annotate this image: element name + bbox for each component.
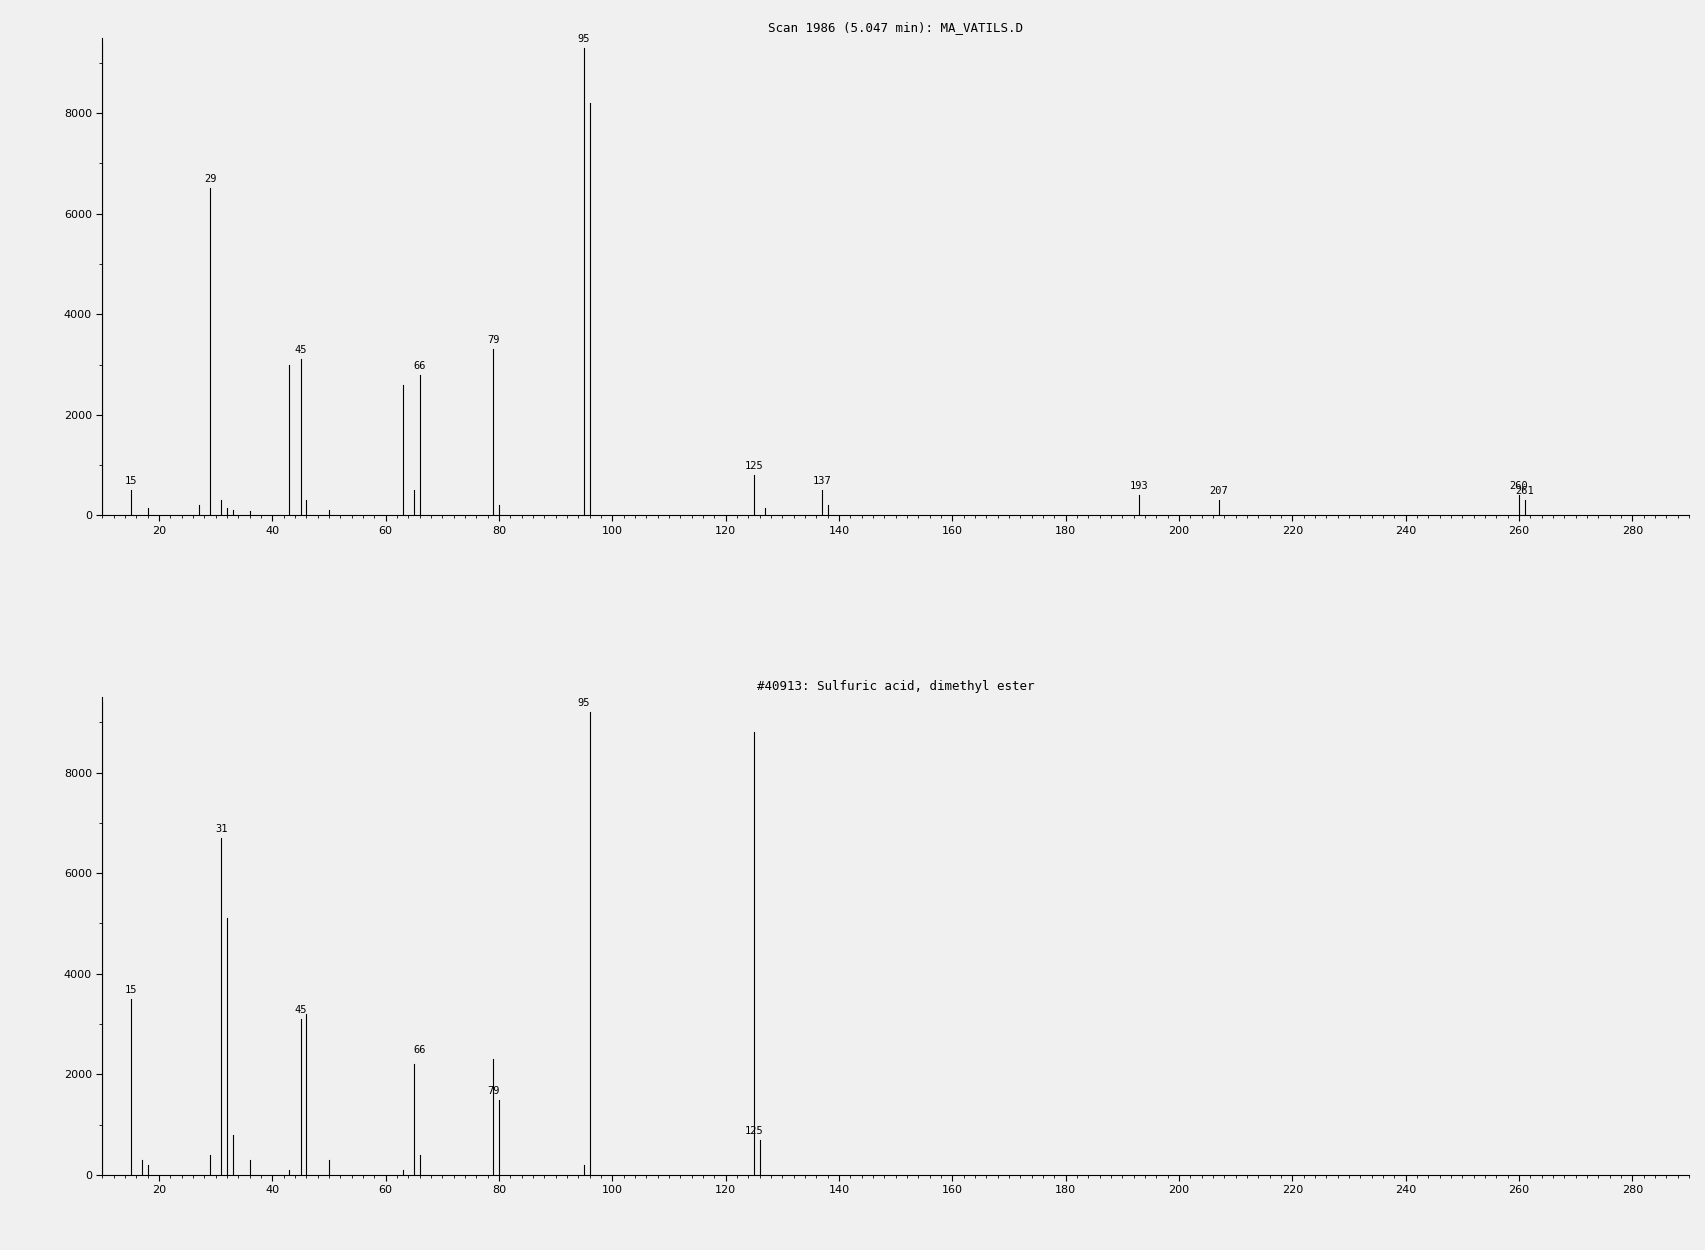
Text: 193: 193: [1129, 481, 1147, 491]
Title: #40913: Sulfuric acid, dimethyl ester: #40913: Sulfuric acid, dimethyl ester: [757, 680, 1033, 692]
Text: 125: 125: [743, 1126, 762, 1136]
Text: 66: 66: [413, 360, 426, 370]
Text: 95: 95: [578, 34, 590, 44]
Text: 79: 79: [488, 1085, 500, 1095]
Text: 261: 261: [1514, 486, 1533, 496]
Text: 31: 31: [215, 824, 227, 834]
Text: 207: 207: [1209, 486, 1228, 496]
Text: 95: 95: [578, 699, 590, 709]
Text: 15: 15: [124, 985, 136, 995]
Title: Scan 1986 (5.047 min): MA_VATILS.D: Scan 1986 (5.047 min): MA_VATILS.D: [767, 20, 1023, 34]
Text: 137: 137: [812, 476, 830, 486]
Text: 260: 260: [1509, 481, 1528, 491]
Text: 79: 79: [488, 335, 500, 345]
Text: 66: 66: [413, 1045, 426, 1055]
Text: 125: 125: [743, 461, 762, 471]
Text: 29: 29: [203, 175, 217, 185]
Text: 15: 15: [124, 476, 136, 486]
Text: 45: 45: [295, 345, 307, 355]
Text: 45: 45: [295, 1005, 307, 1015]
